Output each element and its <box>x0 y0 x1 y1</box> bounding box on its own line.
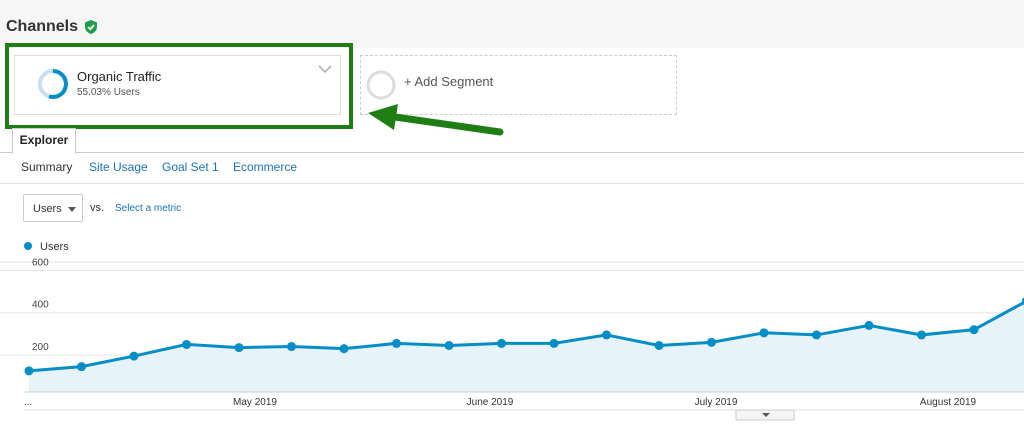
point <box>287 342 296 352</box>
point <box>77 362 86 372</box>
highlight-box <box>5 43 353 129</box>
scroll-caret <box>762 413 770 417</box>
point <box>864 320 874 330</box>
line <box>28 300 1024 373</box>
verified-icon <box>85 20 97 34</box>
point <box>759 328 769 338</box>
segment-detail: 55.03% Users <box>77 87 140 98</box>
point <box>392 338 401 348</box>
point <box>602 330 611 340</box>
point <box>654 340 664 350</box>
point <box>339 344 349 354</box>
sub-tab[interactable]: Goal Set 1 <box>162 160 219 174</box>
segment-card[interactable] <box>14 55 341 115</box>
sub-tab[interactable]: Ecommerce <box>233 160 298 174</box>
point <box>917 330 926 340</box>
chevron[interactable] <box>318 64 332 74</box>
add-segment-label[interactable]: + Add Segment <box>404 74 494 89</box>
vs: vs. <box>90 202 105 214</box>
x-tick-label: July 2019 <box>695 397 738 408</box>
metric-selected: Users <box>33 203 62 215</box>
point <box>549 338 559 348</box>
x-tick-label: May 2019 <box>233 397 277 408</box>
top-bar <box>0 0 1024 48</box>
y-tick-label: 200 <box>32 342 49 353</box>
point <box>182 339 191 349</box>
tab-line <box>0 152 1024 153</box>
point <box>234 343 244 353</box>
x-tick-label: August 2019 <box>920 397 977 408</box>
x-tick-label: ... <box>24 397 32 408</box>
sub-tab[interactable]: Summary <box>21 160 73 174</box>
segment-donut <box>38 69 68 99</box>
select-metric[interactable]: Select a metric <box>115 203 182 214</box>
point <box>497 338 506 348</box>
segment-name: Organic Traffic <box>77 69 162 84</box>
point <box>24 366 34 376</box>
tab[interactable]: Explorer <box>12 128 76 154</box>
area <box>29 302 1024 392</box>
caret <box>68 207 76 212</box>
point <box>444 340 454 350</box>
point <box>707 337 716 347</box>
chart: Users 200 400 600... May 2019 June 2019 July 2… <box>0 241 1024 421</box>
point <box>969 325 979 335</box>
point <box>812 330 821 340</box>
x-tick-label: June 2019 <box>467 397 514 408</box>
add-segment[interactable] <box>360 55 677 115</box>
add-circle <box>366 70 396 100</box>
metric-dropdown[interactable]: Users <box>23 194 83 222</box>
point <box>129 351 139 361</box>
legend-dot <box>24 242 32 250</box>
sub-line <box>0 183 1024 184</box>
arrow <box>368 104 504 136</box>
legend-label: Users <box>40 241 69 253</box>
sub-tab[interactable]: Site Usage <box>89 160 148 174</box>
y-tick-label: 600 <box>32 257 49 268</box>
y-tick-label: 400 <box>32 300 49 311</box>
page-title: Channels <box>6 18 79 35</box>
